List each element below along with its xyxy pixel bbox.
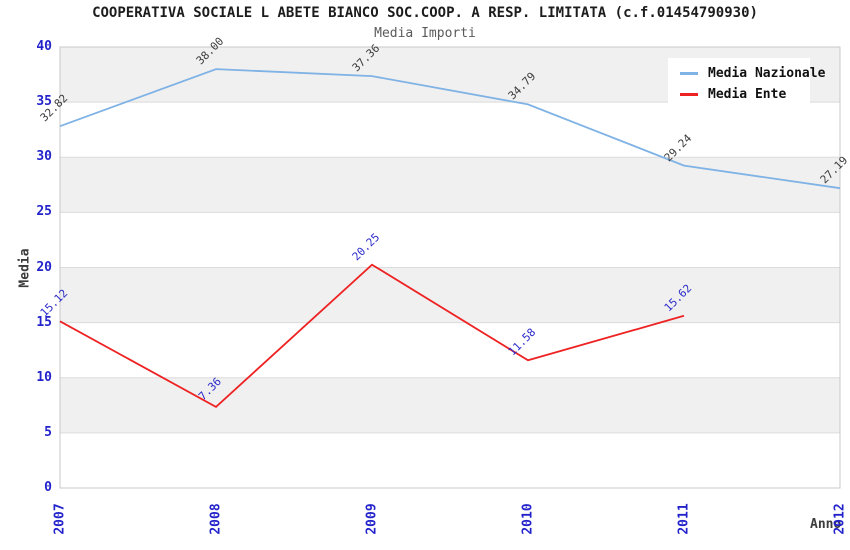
line-swatch-icon	[680, 93, 698, 96]
plot-band	[60, 322, 840, 378]
y-axis-tick-label: 35	[36, 94, 52, 110]
x-axis-tick-label: 2007	[52, 503, 68, 535]
x-axis-tick-label: 2008	[208, 503, 224, 535]
y-axis-tick-label: 5	[44, 425, 52, 441]
y-axis-tick-label: 30	[36, 149, 52, 165]
legend-item-media-nazionale: Media Nazionale	[680, 67, 825, 80]
y-axis-tick-label: 20	[36, 259, 52, 275]
chart-title: COOPERATIVA SOCIALE L ABETE BIANCO SOC.C…	[92, 5, 758, 21]
plot-band	[60, 157, 840, 213]
plot-band	[60, 102, 840, 158]
legend-label: Media Ente	[708, 87, 787, 102]
x-axis-tick-label: 2009	[364, 503, 380, 535]
y-axis-tick-label: 15	[36, 314, 52, 330]
plot-border	[59, 46, 841, 489]
plot-band	[60, 212, 840, 268]
x-axis-tick-label: 2010	[520, 503, 536, 535]
legend-item-media-ente: Media Ente	[680, 88, 798, 101]
line-swatch-icon	[680, 72, 698, 75]
plot-band	[60, 377, 840, 433]
y-axis-tick-label: 10	[36, 370, 52, 386]
x-axis-tick-label: 2011	[676, 503, 692, 535]
y-axis-tick-label: 25	[36, 204, 52, 220]
series-line-1	[59, 263, 685, 408]
plot-band	[60, 267, 840, 323]
plot-band	[60, 432, 840, 488]
y-axis-tick-label: 40	[36, 39, 52, 55]
series-line-0	[59, 68, 841, 190]
legend: Media Nazionale Media Ente	[668, 58, 825, 110]
x-axis-title: Anno	[810, 517, 842, 532]
x-axis-tick-label: 2012	[832, 503, 848, 535]
y-axis-tick-label: 0	[44, 480, 52, 496]
chart-subtitle: Media Importi	[374, 26, 476, 41]
legend-label: Media Nazionale	[708, 66, 826, 81]
